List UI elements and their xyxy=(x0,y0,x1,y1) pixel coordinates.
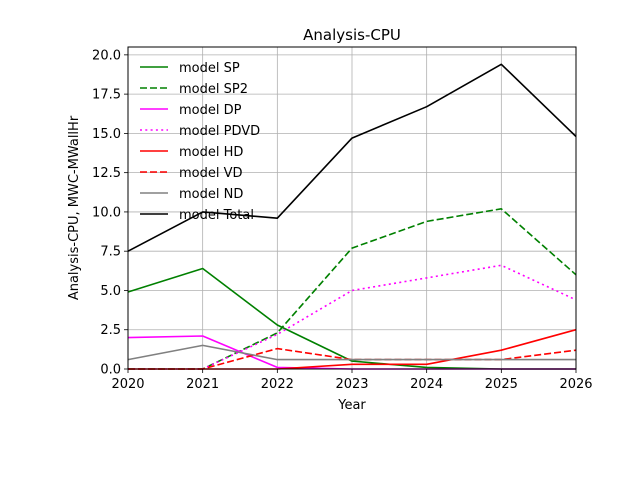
x-tick-label: 2024 xyxy=(410,377,443,392)
y-tick-label: 2.5 xyxy=(100,323,121,338)
x-tick-label: 2025 xyxy=(485,377,518,392)
legend-label: model ND xyxy=(179,187,243,202)
y-tick-label: 17.5 xyxy=(92,88,121,103)
x-tick-label: 2022 xyxy=(261,377,294,392)
series-line-model-total xyxy=(127,63,577,252)
legend-label: model VD xyxy=(179,166,243,181)
x-tick-label: 2020 xyxy=(111,377,144,392)
chart-title: Analysis-CPU xyxy=(303,26,401,44)
y-tick-label: 12.5 xyxy=(92,166,121,181)
y-tick-label: 5.0 xyxy=(100,284,121,299)
y-tick-label: 0.0 xyxy=(100,363,121,378)
legend-label: model DP xyxy=(179,103,242,118)
x-tick-label: 2021 xyxy=(186,377,219,392)
legend-label: model SP2 xyxy=(179,82,248,97)
x-axis: 2020 2021 2022 2023 2024 2025 2026 xyxy=(111,369,593,392)
series-line-model-nd xyxy=(127,344,576,361)
x-tick-label: 2023 xyxy=(335,377,368,392)
y-axis-label: Analysis-CPU, MWC-MWallHr xyxy=(67,115,82,300)
x-axis-label: Year xyxy=(337,398,366,413)
x-tick-label: 2026 xyxy=(559,377,592,392)
y-axis: 0.0 2.5 5.0 7.5 10.0 12.5 15.0 17.5 20.0 xyxy=(92,48,128,378)
y-tick-label: 20.0 xyxy=(92,48,121,63)
y-tick-label: 10.0 xyxy=(92,205,121,220)
legend-label: model SP xyxy=(179,61,240,76)
y-tick-label: 15.0 xyxy=(92,127,121,142)
legend: model SP model SP2 model DP model PDVD model… xyxy=(140,61,260,223)
legend-label: model HD xyxy=(179,145,243,160)
y-tick-label: 7.5 xyxy=(100,245,121,260)
legend-label: model Total xyxy=(179,208,254,223)
legend-label: model PDVD xyxy=(179,124,260,139)
series-layer xyxy=(127,63,577,370)
